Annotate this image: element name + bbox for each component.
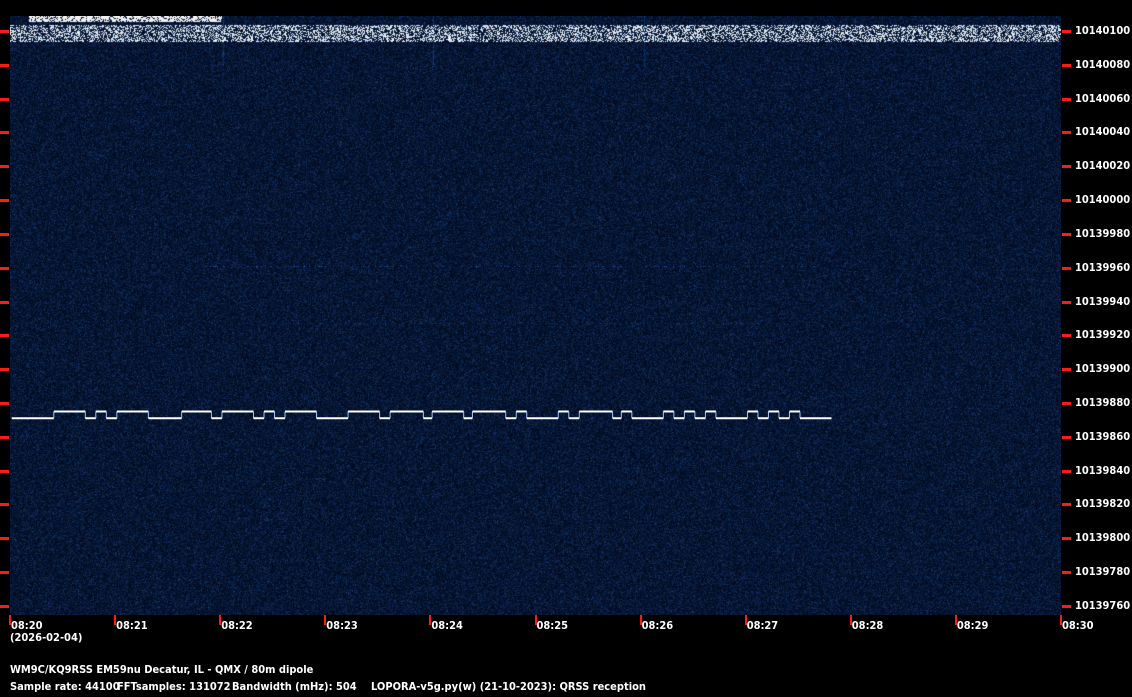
frequency-tick-right xyxy=(1062,63,1071,67)
date-label: (2026-02-04) xyxy=(10,631,83,644)
frequency-label: 10140020 xyxy=(1075,159,1131,173)
frequency-tick-right xyxy=(1062,469,1071,473)
qrss-trace xyxy=(11,410,832,420)
time-label: 08:30 xyxy=(1062,619,1094,632)
time-label: 08:26 xyxy=(641,619,674,632)
frequency-tick-right xyxy=(1062,30,1071,33)
frequency-label: 10139980 xyxy=(1075,226,1131,240)
frequency-label: 10139860 xyxy=(1075,429,1131,443)
frequency-tick-left xyxy=(0,266,9,270)
frequency-tick-left xyxy=(0,334,9,338)
waterfall-canvas xyxy=(10,16,1061,615)
time-label: 08:22 xyxy=(221,619,253,632)
frequency-tick-right xyxy=(1062,131,1071,135)
fft-samples: FFTsamples: 131072 xyxy=(117,680,231,693)
software-info: LOPORA-v5g.py(w) (21-10-2023): QRSS rece… xyxy=(371,680,646,693)
frequency-tick-left xyxy=(0,469,9,473)
frequency-label: 10139900 xyxy=(1075,362,1131,376)
frequency-tick-left xyxy=(0,63,9,67)
frequency-tick-left xyxy=(0,604,9,608)
frequency-tick-right xyxy=(1062,334,1071,338)
frequency-tick-left xyxy=(0,97,9,101)
frequency-label: 10139960 xyxy=(1075,260,1131,274)
frequency-tick-left xyxy=(0,30,9,33)
time-tick xyxy=(324,615,327,625)
frequency-label: 10140000 xyxy=(1075,193,1131,207)
frequency-tick-left xyxy=(0,435,9,439)
frequency-tick-right xyxy=(1062,402,1071,406)
frequency-label: 10139800 xyxy=(1075,531,1131,545)
frequency-label: 10140080 xyxy=(1075,57,1131,71)
station-info: WM9C/KQ9RSS EM59nu Decatur, IL - QMX / 8… xyxy=(10,663,314,676)
frequency-tick-right xyxy=(1062,503,1071,507)
time-label: 08:24 xyxy=(431,619,463,632)
frequency-tick-right xyxy=(1062,97,1071,101)
frequency-label: 10140100 xyxy=(1075,24,1131,37)
frequency-tick-left xyxy=(0,232,9,236)
time-label: 08:29 xyxy=(956,619,989,632)
frequency-tick-right xyxy=(1062,537,1071,541)
time-tick xyxy=(639,615,642,625)
frequency-label: 10139940 xyxy=(1075,294,1131,308)
time-tick xyxy=(114,615,117,625)
time-tick xyxy=(219,615,222,625)
time-label: 08:21 xyxy=(116,619,148,632)
time-tick xyxy=(534,615,537,625)
time-tick xyxy=(744,615,747,625)
frequency-label: 10140060 xyxy=(1075,91,1131,105)
frequency-label: 10139780 xyxy=(1075,565,1131,579)
frequency-tick-left xyxy=(0,300,9,304)
frequency-label: 10139880 xyxy=(1075,396,1131,410)
frequency-tick-right xyxy=(1062,571,1071,575)
frequency-tick-left xyxy=(0,571,9,575)
frequency-tick-left xyxy=(0,503,9,507)
frequency-tick-left xyxy=(0,131,9,135)
frequency-label: 10140040 xyxy=(1075,125,1131,139)
frequency-tick-right xyxy=(1062,435,1071,439)
frequency-tick-right xyxy=(1062,266,1071,270)
bandwidth: Bandwidth (mHz): 504 xyxy=(232,680,357,693)
time-tick xyxy=(429,615,432,625)
time-tick xyxy=(9,615,11,625)
frequency-tick-right xyxy=(1062,300,1071,304)
frequency-label: 10139920 xyxy=(1075,328,1131,342)
frequency-tick-right xyxy=(1062,165,1071,169)
frequency-tick-right xyxy=(1062,232,1071,236)
time-label: 08:25 xyxy=(536,619,569,632)
time-label: 08:28 xyxy=(851,619,884,632)
time-tick xyxy=(1060,615,1062,625)
frequency-tick-left xyxy=(0,402,9,406)
frequency-tick-left xyxy=(0,537,9,541)
frequency-label: 10139840 xyxy=(1075,463,1131,477)
frequency-tick-left xyxy=(0,165,9,169)
time-label: 08:27 xyxy=(746,619,779,632)
frequency-tick-right xyxy=(1062,199,1071,203)
time-tick xyxy=(954,615,957,625)
frequency-tick-left xyxy=(0,199,9,203)
frequency-label: 10139760 xyxy=(1075,598,1131,612)
frequency-tick-right xyxy=(1062,368,1071,372)
sample-rate: Sample rate: 44100 xyxy=(10,680,120,693)
frequency-tick-right xyxy=(1062,604,1071,608)
time-tick xyxy=(849,615,852,625)
time-label: 08:23 xyxy=(326,619,358,632)
spectrogram xyxy=(10,16,1061,615)
time-label: 08:20 xyxy=(11,619,43,632)
frequency-label: 10139820 xyxy=(1075,497,1131,511)
frequency-tick-left xyxy=(0,368,9,372)
